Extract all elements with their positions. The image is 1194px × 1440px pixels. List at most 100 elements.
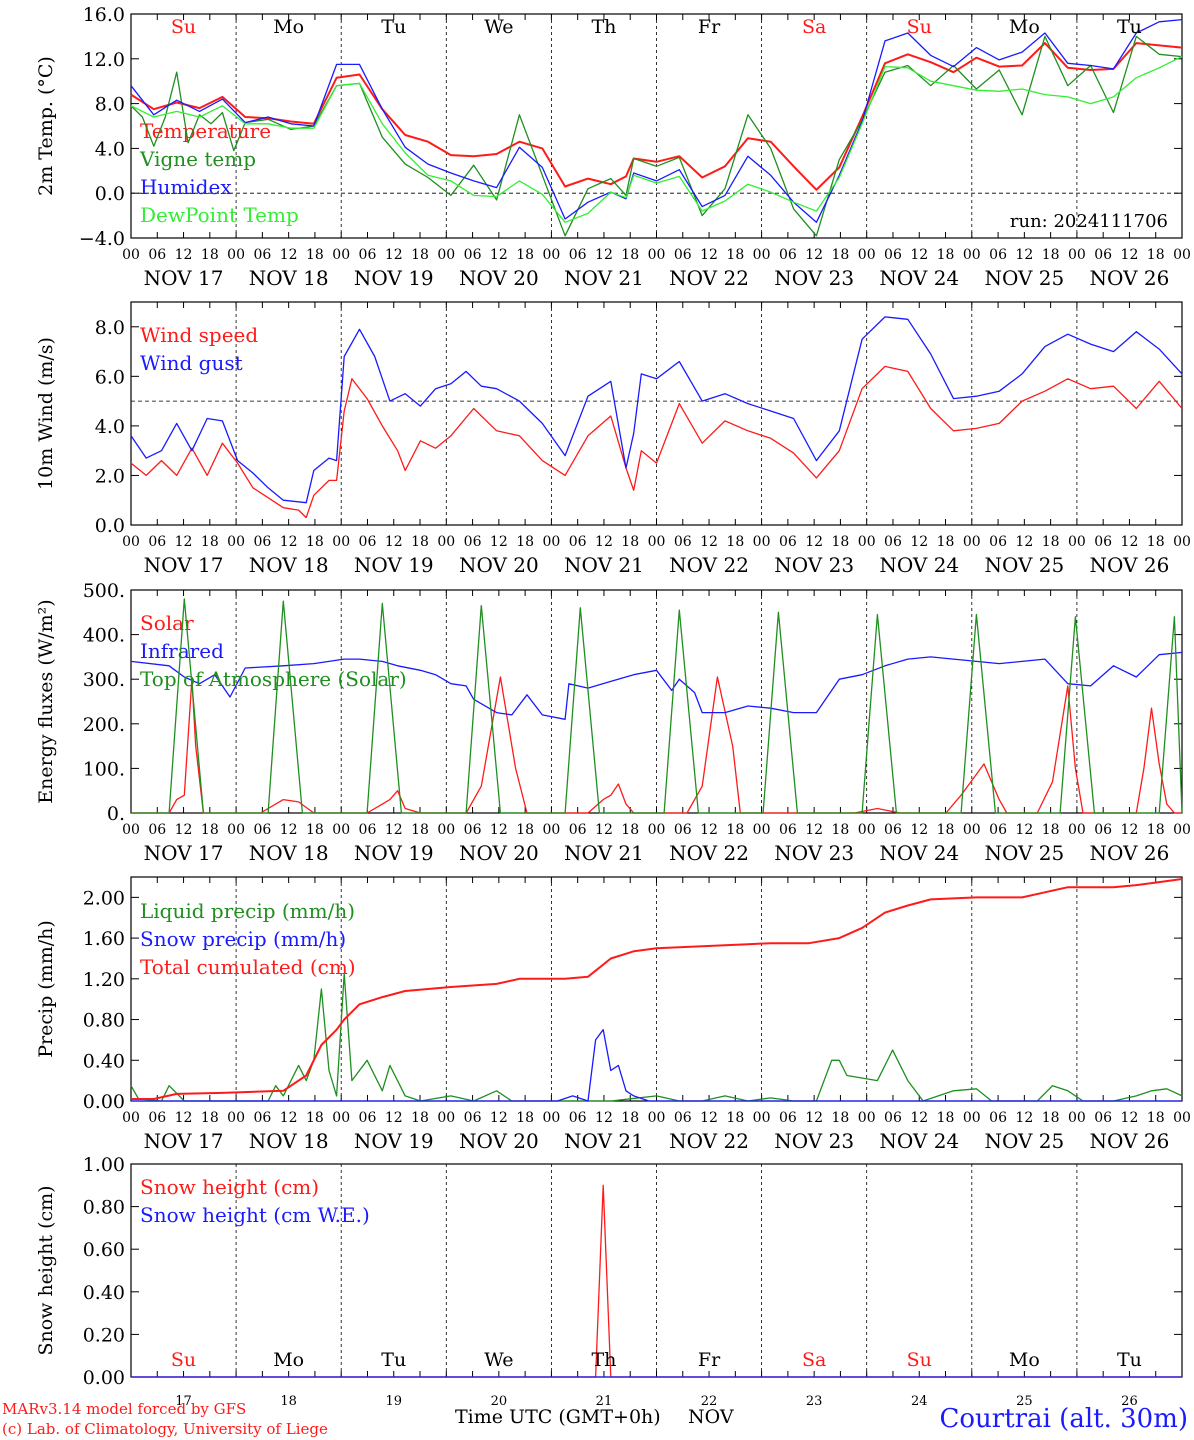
hour-tick-label: 12	[280, 822, 298, 838]
hour-tick-label: 00	[437, 247, 455, 263]
day-label: NOV 24	[879, 553, 959, 577]
footer-copyright: (c) Lab. of Climatology, University of L…	[2, 1420, 328, 1438]
day-label: NOV 22	[669, 841, 749, 865]
hour-tick-label: 06	[569, 247, 587, 263]
hour-tick-label: 06	[253, 247, 271, 263]
hour-tick-label: 12	[385, 534, 403, 550]
hour-tick-label: 00	[648, 822, 666, 838]
day-label: NOV 17	[144, 266, 224, 290]
hour-tick-label: 06	[989, 1110, 1007, 1126]
y-tick-label: 0.80	[83, 1010, 125, 1032]
hour-tick-label: 00	[122, 247, 140, 263]
hour-tick-label: 18	[726, 822, 744, 838]
series-line-humidex	[130, 18, 1183, 223]
weekday-label: Th	[591, 1349, 616, 1371]
y-tick-label: 0.0	[95, 183, 125, 205]
day-label: NOV 20	[459, 841, 539, 865]
weekday-label: Su	[171, 1349, 196, 1371]
legend-entry: Liquid precip (mm/h)	[140, 899, 355, 923]
legend-entry: Top of Atmosphere (Solar)	[140, 667, 407, 691]
hour-tick-label: 18	[306, 247, 324, 263]
y-tick-label: 200.	[83, 714, 125, 736]
hour-tick-label: 06	[989, 534, 1007, 550]
day-number-label: 20	[491, 1394, 508, 1409]
y-tick-label: 8.0	[95, 317, 125, 339]
panel-5: 0.00 0.20 0.40 0.60 0.80 1.00 Snow height (cm)…	[35, 1154, 1183, 1409]
run-label: run: 2024111706	[1010, 211, 1168, 232]
hour-tick-label: 00	[227, 534, 245, 550]
hour-tick-label: 06	[884, 822, 902, 838]
hour-tick-label: 18	[1147, 534, 1165, 550]
day-label: NOV 21	[564, 266, 644, 290]
hour-tick-label: 00	[1068, 822, 1086, 838]
hour-tick-label: 18	[1042, 1110, 1060, 1126]
hour-tick-label: 18	[201, 1110, 219, 1126]
hour-tick-label: 12	[1015, 534, 1033, 550]
hour-tick-label: 06	[1094, 247, 1112, 263]
hour-tick-label: 00	[963, 534, 981, 550]
panel-3: 0. 100. 200. 300. 400. 500. Energy fluxes (W/m…	[35, 580, 1191, 865]
hour-tick-label: 06	[253, 534, 271, 550]
hour-tick-label: 00	[227, 247, 245, 263]
day-label: NOV 25	[984, 553, 1064, 577]
hour-tick-label: 12	[175, 247, 193, 263]
hour-tick-label: 18	[1147, 247, 1165, 263]
hour-tick-label: 00	[437, 822, 455, 838]
hour-tick-label: 18	[1042, 247, 1060, 263]
series-line-wind-gust	[130, 316, 1183, 504]
hour-tick-label: 12	[175, 534, 193, 550]
day-label: NOV 21	[564, 1129, 644, 1153]
day-label: NOV 23	[774, 1129, 854, 1153]
hour-tick-label: 12	[385, 1110, 403, 1126]
panel-2: 0.0 2.0 4.0 6.0 8.0 10m Wind (m/s) Wind speed W…	[35, 301, 1191, 577]
hour-tick-label: 18	[832, 247, 850, 263]
hour-tick-label: 06	[359, 247, 377, 263]
weekday-label: Th	[591, 16, 616, 38]
hour-tick-label: 06	[148, 247, 166, 263]
legend-entry: Vigne temp	[139, 147, 256, 171]
hour-tick-label: 00	[542, 822, 560, 838]
hour-tick-label: 00	[227, 822, 245, 838]
hour-tick-label: 00	[1068, 534, 1086, 550]
weekday-label: Su	[907, 1349, 932, 1371]
hour-tick-label: 06	[359, 1110, 377, 1126]
hour-tick-label: 18	[937, 822, 955, 838]
hour-tick-label: 00	[1068, 1110, 1086, 1126]
day-label: NOV 20	[459, 266, 539, 290]
y-axis-label: 2m Temp. (°C)	[35, 56, 57, 196]
hour-tick-label: 12	[280, 534, 298, 550]
hour-tick-label: 00	[1173, 247, 1191, 263]
day-label: NOV 18	[249, 266, 329, 290]
hour-tick-label: 12	[1121, 822, 1139, 838]
hour-tick-label: 12	[490, 822, 508, 838]
hour-tick-label: 06	[464, 534, 482, 550]
series-line-temperature	[130, 42, 1183, 191]
hour-tick-label: 06	[674, 247, 692, 263]
hour-tick-label: 12	[385, 822, 403, 838]
day-label: NOV 25	[984, 1129, 1064, 1153]
weekday-label: Mo	[1009, 1349, 1040, 1371]
hour-tick-label: 06	[884, 1110, 902, 1126]
day-label: NOV 19	[354, 1129, 434, 1153]
hour-tick-label: 12	[910, 822, 928, 838]
day-label: NOV 20	[459, 1129, 539, 1153]
hour-tick-label: 00	[648, 247, 666, 263]
hour-tick-label: 00	[648, 1110, 666, 1126]
hour-tick-label: 12	[1015, 1110, 1033, 1126]
hour-tick-label: 00	[1173, 1110, 1191, 1126]
hour-tick-label: 00	[1173, 534, 1191, 550]
x-axis-title: Time UTC (GMT+0h)	[455, 1406, 661, 1428]
day-label: NOV 20	[459, 553, 539, 577]
hour-tick-label: 18	[1042, 534, 1060, 550]
hour-tick-label: 12	[595, 822, 613, 838]
day-label: NOV 23	[774, 841, 854, 865]
day-label: NOV 21	[564, 841, 644, 865]
panel-1: −4.0 0.0 4.0 8.0 12.0 16.0 2m Temp. (°C) Temper…	[35, 4, 1191, 290]
hour-tick-label: 18	[1147, 822, 1165, 838]
hour-tick-label: 06	[1094, 1110, 1112, 1126]
y-tick-label: 6.0	[95, 366, 125, 388]
day-number-label: 18	[280, 1394, 297, 1409]
day-label: NOV 26	[1090, 1129, 1170, 1153]
y-tick-label: 0.40	[83, 1050, 125, 1072]
